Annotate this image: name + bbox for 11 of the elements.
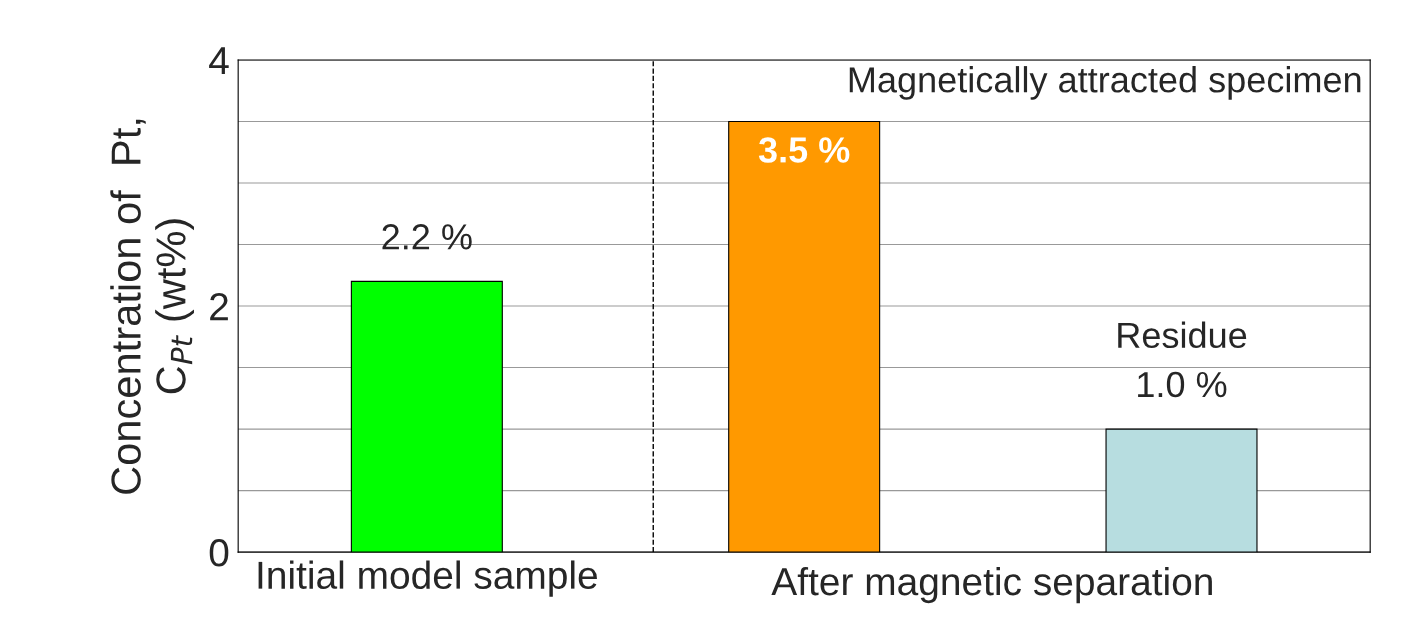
y-tick-label: 4	[209, 47, 229, 75]
data-label: 3.5 %	[758, 137, 850, 163]
text: After magnetic separation	[771, 566, 1212, 604]
y-tick-label: 0	[209, 539, 229, 567]
data-label: 2.2 %	[382, 224, 472, 250]
y-axis-title: Concentration of Pt, C$_{Pt}$ (wt%)	[110, 119, 194, 494]
data-label: 1.0 %	[1138, 371, 1227, 398]
annotation: Magnetically attracted specimen	[849, 66, 1361, 100]
y-tick-label: 2	[210, 292, 228, 321]
annotation: Residue	[1118, 321, 1247, 349]
x-tick-label: Initial model sample	[258, 560, 597, 597]
